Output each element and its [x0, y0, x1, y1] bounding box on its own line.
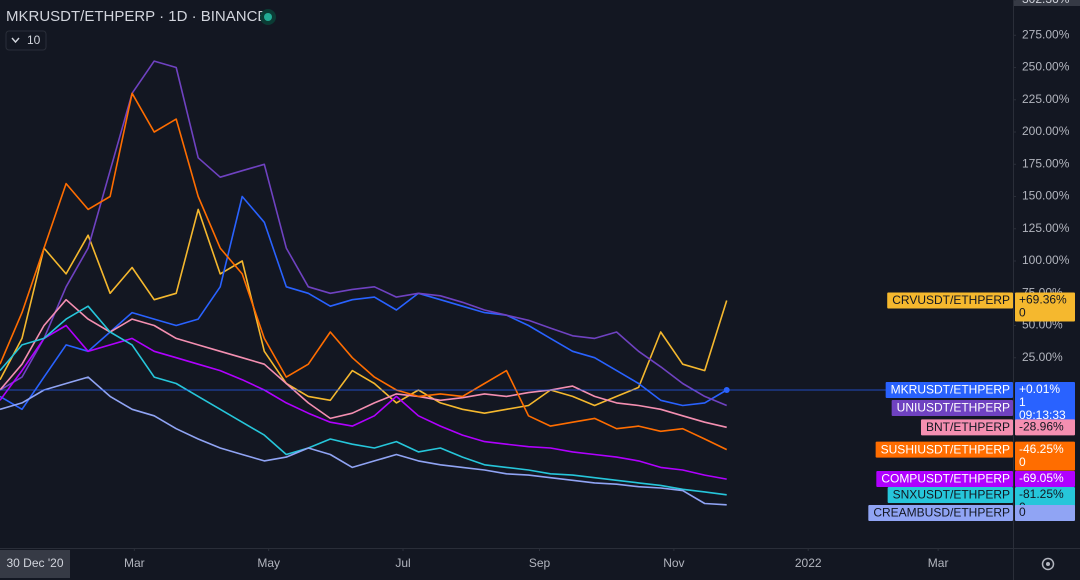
x-tick-label: 2022	[795, 556, 822, 570]
y-tick-label: 125.00%	[1022, 221, 1070, 235]
crosshair-label-box	[0, 550, 70, 578]
price-label: -28.96%	[1019, 420, 1064, 434]
indicator-toggle[interactable]	[5, 30, 47, 51]
price-label: +69.36%	[1019, 293, 1067, 307]
crosshair-x-label: 30 Dec '20	[7, 556, 64, 570]
legend-label: BNT/ETHPERP	[926, 420, 1010, 434]
last-point	[723, 386, 730, 393]
y-top-label-box	[1014, 0, 1080, 6]
series-name-box	[868, 505, 1013, 522]
price-label: 0	[1019, 505, 1026, 519]
price-label: -81.25%	[1019, 487, 1064, 501]
x-tick-label: Jul	[395, 556, 410, 570]
plot-area	[0, 60, 728, 506]
x-tick-label: Mar	[124, 556, 145, 570]
legend-label: SUSHIUSDT/ETHPERP	[881, 442, 1010, 456]
y-tick-label: 250.00%	[1022, 60, 1070, 74]
price-label-box	[1015, 505, 1075, 522]
y-tick-label: 200.00%	[1022, 124, 1070, 138]
y-tick-label: 25.00%	[1022, 350, 1063, 364]
legend-label: CREAMBUSD/ETHPERP	[873, 506, 1010, 520]
series-name-box	[875, 441, 1013, 458]
settings-gear-center[interactable]	[1046, 562, 1050, 566]
legend-label: CRVUSDT/ETHPERP	[892, 293, 1010, 307]
legend-label: SNXUSDT/ETHPERP	[893, 488, 1010, 502]
y-tick-label: 225.00%	[1022, 92, 1070, 106]
price-label: 1	[1019, 395, 1026, 409]
price-label: 09:13:33	[1019, 408, 1066, 422]
y-tick-label: 275.00%	[1022, 27, 1070, 41]
series-line	[0, 298, 727, 429]
price-label: 0	[1019, 455, 1026, 469]
series-name-box	[885, 381, 1013, 398]
price-label: -46.25%	[1019, 442, 1064, 456]
price-label-box	[1015, 419, 1075, 436]
legend-label: COMPUSDT/ETHPERP	[881, 472, 1010, 486]
chevron-icon[interactable]	[11, 37, 20, 44]
price-label-box	[1015, 441, 1075, 471]
series-name-box	[876, 471, 1013, 488]
price-label-box	[1015, 471, 1075, 488]
y-tick-label: 302.36%	[1022, 0, 1070, 6]
price-label: -69.05%	[1019, 471, 1064, 485]
price-label: 0	[1019, 306, 1026, 320]
series-name-box	[887, 487, 1013, 504]
series-name-box	[887, 292, 1013, 309]
x-tick-label: Nov	[663, 556, 684, 570]
settings-icon[interactable]	[1041, 557, 1055, 571]
legend-label: UNIUSDT/ETHPERP	[897, 401, 1010, 415]
series-line	[0, 208, 728, 414]
price-label-box	[1015, 292, 1075, 322]
series-line	[0, 92, 728, 451]
y-tick-label: 175.00%	[1022, 156, 1070, 170]
x-tick-label: Sep	[529, 556, 551, 570]
indicator-label[interactable]: 10	[27, 33, 41, 47]
series-line	[0, 376, 727, 506]
price-label: +0.01%	[1019, 382, 1060, 396]
series-line	[0, 195, 728, 411]
x-tick-label: May	[257, 556, 280, 570]
series-line	[0, 60, 728, 407]
y-tick-label: 150.00%	[1022, 189, 1070, 203]
series-name-box	[891, 399, 1013, 416]
status-dot	[264, 13, 272, 21]
series-line	[0, 305, 727, 496]
x-tick-label: Mar	[928, 556, 949, 570]
series-line	[0, 324, 727, 480]
settings-gear[interactable]	[1041, 557, 1055, 571]
series-name-box	[920, 419, 1013, 436]
legend-label: MKRUSDT/ETHPERP	[891, 383, 1010, 397]
price-label-box	[1015, 381, 1075, 424]
chart-title: MKRUSDT/ETHPERP · 1D · BINANCE	[6, 8, 267, 25]
y-tick-label: 100.00%	[1022, 253, 1070, 267]
